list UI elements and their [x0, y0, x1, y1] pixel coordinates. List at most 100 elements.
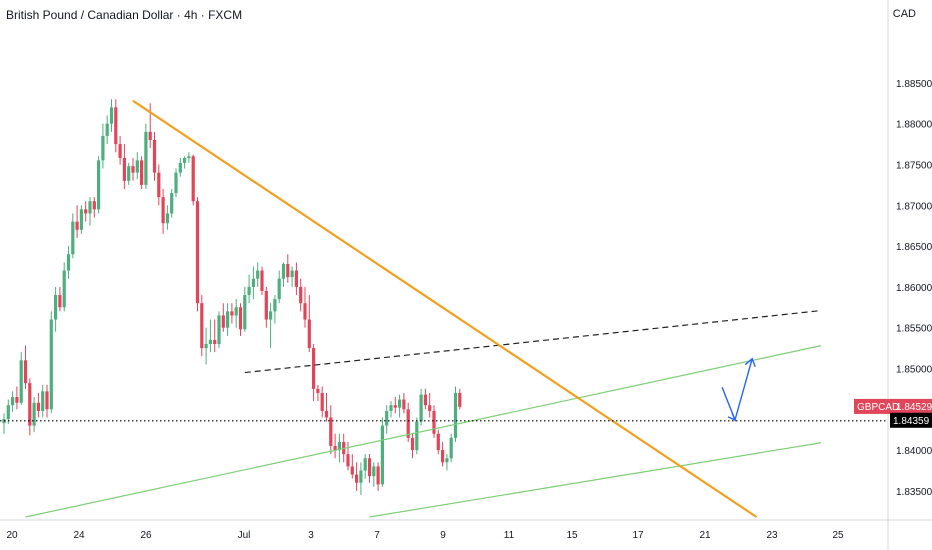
candle-body: [294, 270, 298, 287]
close-price-tag: [890, 412, 932, 428]
candle-body: [32, 402, 36, 426]
candle-body: [398, 399, 402, 408]
projection-arrowhead: [744, 357, 756, 367]
candle-body: [191, 156, 195, 202]
y-tick-label: 1.87000: [896, 201, 932, 212]
x-tick-label: 15: [566, 530, 578, 541]
candle-body: [152, 140, 157, 173]
x-tick-label: Jul: [238, 530, 251, 541]
candle-body: [346, 454, 350, 467]
candle-body: [36, 402, 40, 411]
y-tick-label: 1.84000: [896, 446, 932, 457]
candle-body: [299, 286, 303, 304]
candle-body: [204, 344, 208, 349]
candle-body: [195, 201, 200, 304]
x-tick-label: 25: [832, 530, 844, 541]
candle-body: [54, 295, 58, 320]
candle-body: [15, 397, 19, 403]
candle-body: [66, 254, 71, 271]
dashed-resistance-line: [244, 309, 822, 374]
candle-body: [41, 391, 45, 411]
candle-body: [329, 417, 333, 447]
candle-body: [320, 392, 324, 411]
candle-body: [213, 339, 217, 345]
symbol-name: GBPCAD: [857, 402, 899, 413]
y-tick-label: 1.88000: [896, 120, 932, 131]
candle-body: [221, 315, 225, 328]
x-tick-label: 26: [140, 530, 152, 541]
candle-body: [333, 446, 337, 451]
candle-body: [458, 392, 462, 407]
candle-body: [264, 290, 268, 320]
candle-body: [84, 209, 88, 214]
y-tick-label: 1.86500: [896, 242, 932, 253]
candle-body: [183, 157, 187, 163]
candle-body: [11, 397, 15, 406]
candle-body: [170, 193, 174, 214]
candle-body: [88, 201, 92, 214]
candle-body: [135, 160, 139, 173]
candle-body: [436, 433, 440, 451]
candle-body: [359, 470, 363, 483]
candle-body: [187, 156, 191, 158]
candle-body: [58, 295, 62, 308]
candle-body: [217, 315, 221, 345]
candle-body: [432, 410, 436, 434]
candle-body: [62, 270, 66, 308]
projection-arrowhead-mid: [727, 412, 737, 422]
candle-body: [161, 197, 165, 224]
channel-lower-line: [369, 442, 822, 518]
candle-body: [376, 466, 380, 485]
candle-body: [372, 466, 376, 477]
candle-body: [238, 307, 243, 330]
channel-upper-line: [25, 345, 822, 518]
candle-body: [380, 425, 384, 485]
candle-body: [19, 360, 23, 403]
candle-body: [178, 162, 182, 173]
candle-body: [312, 348, 316, 389]
x-tick-label: 3: [308, 530, 314, 541]
candle-body: [101, 135, 105, 161]
candle-body: [256, 270, 260, 279]
candle-body: [109, 107, 114, 124]
candle-body: [200, 303, 204, 349]
candle-body: [71, 221, 75, 255]
y-tick-label: 1.88500: [896, 79, 932, 90]
symbol-price-tag: [854, 398, 932, 414]
candle-body: [174, 172, 178, 194]
candle-body: [75, 221, 79, 230]
candle-body: [247, 286, 251, 296]
candle-body: [243, 295, 247, 330]
candle-body: [367, 458, 372, 477]
candle-body: [208, 339, 212, 345]
chart-title: British Pound / Canadian Dollar · 4h · F…: [6, 8, 243, 22]
candle-body: [131, 166, 135, 173]
y-tick-label: 1.87500: [896, 160, 932, 171]
candle-body: [316, 388, 320, 393]
candle-body: [97, 160, 101, 210]
candle-body: [355, 474, 359, 483]
candle-body: [393, 405, 397, 408]
candle-body: [144, 131, 148, 185]
y-tick-label: 1.83500: [896, 487, 932, 498]
candle-body: [423, 394, 427, 406]
candle-body: [402, 399, 406, 410]
candle-body: [290, 270, 294, 278]
candle-body: [118, 144, 122, 158]
candle-body: [385, 410, 389, 426]
x-tick-label: 24: [73, 530, 85, 541]
candle-body: [79, 209, 83, 230]
candle-body: [127, 166, 131, 181]
candle-body: [307, 319, 311, 349]
candle-body: [415, 421, 419, 451]
x-tick-label: 23: [766, 530, 778, 541]
candle-body: [303, 303, 307, 320]
candle-body: [363, 458, 367, 471]
candle-body: [157, 172, 161, 198]
candle-body: [449, 437, 453, 459]
candle-body: [226, 311, 230, 328]
x-tick-label: 9: [440, 530, 446, 541]
y-tick-label: 1.86000: [896, 283, 932, 294]
